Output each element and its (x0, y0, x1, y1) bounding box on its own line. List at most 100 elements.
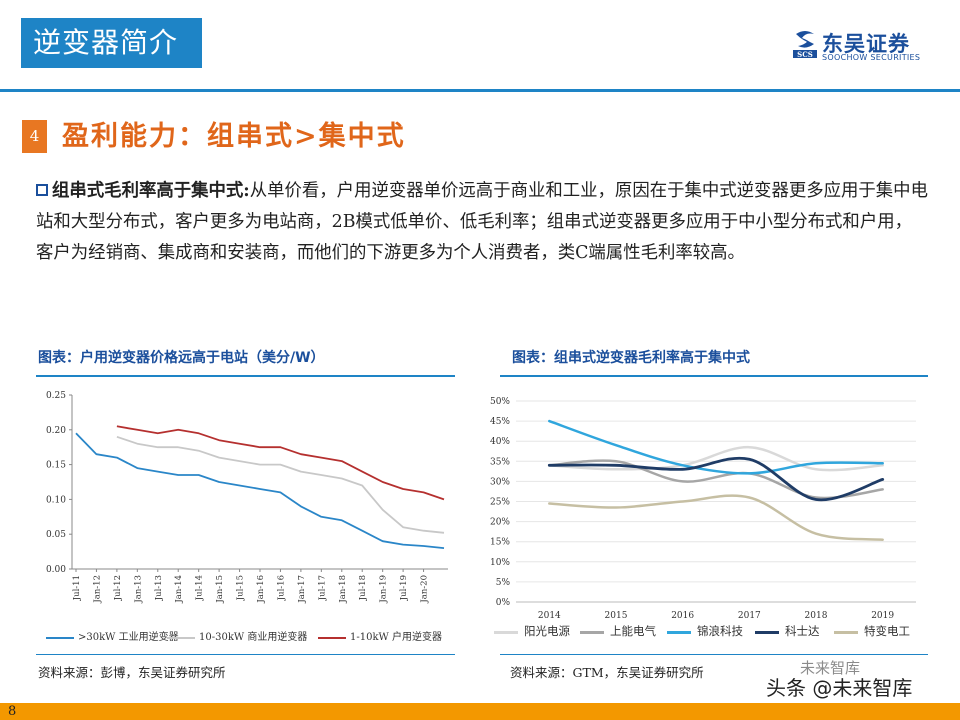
chart2-x-tick-label: 2016 (671, 611, 694, 621)
soochow-logo-icon: SCS (793, 31, 817, 59)
chart2-legend-item-5: 特变电工 (834, 623, 910, 639)
chart1-x-tick-label: Jan-16 (256, 575, 266, 604)
legend-swatch (667, 630, 691, 634)
chart2-series-line-1 (548, 445, 884, 472)
legend-swatch (46, 636, 74, 639)
chart2-y-tick-label: 25% (490, 498, 510, 508)
section-number: 4 (22, 120, 47, 153)
chart2-y-tick-label: 0% (496, 598, 511, 608)
legend-label: 1-10kW 户用逆变器 (350, 632, 442, 643)
chart1-x-tick-label: Jan-13 (133, 575, 143, 604)
legend-swatch (580, 630, 604, 634)
chart1-x-tick-label: Jul-19 (399, 575, 409, 601)
logo-text-cn: 东吴证券 (822, 32, 910, 56)
chart2-legend-item-1: 阳光电源 (494, 623, 570, 639)
chart1-x-tick-label: Jan-12 (92, 575, 102, 604)
legend-label: 科士达 (785, 624, 820, 638)
chart2-series-line-5 (548, 494, 884, 541)
chart1-series-line-2 (116, 435, 445, 534)
watermark-text: 头条 @未来智库 (766, 676, 913, 700)
chart2-series-line-2 (548, 459, 884, 500)
chart1-x-tick-label: Jan-20 (420, 575, 430, 604)
chart2-y-tick-label: 5% (496, 578, 511, 588)
chart1-x-tick-label: Jul-13 (154, 575, 164, 601)
chart1-series-line-1 (75, 432, 445, 549)
chart2-y-tick-label: 40% (490, 437, 510, 447)
chart1-x-tick-label: Jul-17 (317, 575, 327, 601)
chart1-x-tick-label: Jul-18 (358, 575, 368, 601)
legend-label: 锦浪科技 (697, 624, 743, 638)
chart1-x-tick-label: Jul-15 (236, 575, 246, 601)
chart1-x-tick-label: Jan-15 (215, 575, 225, 604)
chart2-y-tick-label: 35% (490, 457, 510, 467)
chart1-x-tick-label: Jul-12 (113, 575, 123, 601)
chart1-series-line-3 (116, 425, 445, 501)
chart1-heading: 图表：户用逆变器价格远高于电站（美分/W） (38, 350, 325, 366)
chart1-bottom-rule (36, 654, 455, 655)
chart1-x-tick-label: Jul-14 (195, 575, 205, 601)
chart2-legend-item-3: 锦浪科技 (667, 623, 743, 639)
legend-swatch (834, 630, 858, 634)
body-paragraph: 组串式毛利率高于集中式:从单价看，户用逆变器单价远高于商业和工业，原因在于集中式… (36, 176, 928, 269)
chart2-y-tick-label: 30% (490, 477, 510, 487)
chart2-x-tick-label: 2017 (738, 611, 761, 621)
body-lead: 组串式毛利率高于集中式: (52, 181, 250, 201)
page-number: 8 (8, 704, 17, 719)
chart1-top-rule (36, 375, 455, 377)
chart1-y-tick-label: 0.10 (46, 495, 66, 505)
chart2-x-tick-label: 2018 (805, 611, 828, 621)
footer-bar (0, 703, 960, 720)
header-divider (0, 89, 960, 92)
chart2-y-tick-label: 10% (490, 558, 510, 568)
chart2-legend-item-4: 科士达 (755, 623, 820, 639)
chart2-source: 资料来源：GTM，东吴证券研究所 (510, 665, 704, 680)
chart2-legend-item-2: 上能电气 (580, 623, 656, 639)
chart1-x-tick-label: Jan-17 (297, 575, 307, 604)
chart1-y-tick-label: 0.00 (46, 565, 66, 575)
chart1-x-tick-label: Jan-14 (174, 575, 184, 604)
legend-label: 上能电气 (610, 624, 656, 638)
chart2-margin-chart: 50% 45% 40% 35% 30% 25% 20% 15% 10% 5% 0% 2014 2015 2… (490, 397, 916, 621)
chart1-x-tick-label: Jan-18 (338, 575, 348, 604)
logo-text-en: SOOCHOW SECURITIES (822, 53, 921, 62)
chart1-x-tick-label: Jul-16 (276, 575, 286, 601)
chart2-series-line-3 (548, 419, 884, 475)
chart1-source: 资料来源：彭博，东吴证券研究所 (38, 665, 226, 680)
chart1-y-tick-label: 0.15 (46, 461, 66, 471)
chart1-y-tick-label: 0.25 (46, 391, 66, 401)
chart1-legend-item-1: >30kW 工业用逆变器 (46, 628, 179, 643)
chart1-y-tick-label: 0.05 (46, 530, 66, 540)
chart2-heading: 图表：组串式逆变器毛利率高于集中式 (512, 350, 750, 366)
chart2-bottom-rule (500, 654, 928, 655)
chart2-y-tick-label: 15% (490, 538, 510, 548)
chart1-legend-item-3: 1-10kW 户用逆变器 (318, 628, 442, 643)
legend-swatch (167, 636, 195, 639)
legend-swatch (318, 636, 346, 639)
legend-label: 阳光电源 (524, 624, 570, 638)
chart2-x-tick-label: 2019 (871, 611, 894, 621)
watermark-background: 未来智库 (800, 659, 861, 677)
body-text: 从单价看，户用逆变器单价远高于商业和工业，原因在于集中式逆变器更多应用于集中电站… (36, 181, 928, 263)
chart2-x-tick-label: 2015 (605, 611, 628, 621)
chart1-y-tick-label: 0.20 (46, 426, 66, 436)
chart2-series-line-4 (547, 456, 885, 502)
company-logo: SCS 东吴证券 SOOCHOW SECURITIES (792, 26, 942, 66)
chart1-x-tick-label: Jan-19 (379, 575, 389, 604)
legend-label: 特变电工 (864, 624, 910, 638)
chart2-y-tick-label: 50% (490, 397, 510, 407)
chart2-x-tick-label: 2014 (538, 611, 561, 621)
square-bullet-icon (36, 184, 48, 196)
chart1-x-tick-label: Jul-11 (72, 575, 82, 601)
chart2-y-tick-label: 20% (490, 518, 510, 528)
chart1-legend-item-2: 10-30kW 商业用逆变器 (167, 628, 307, 643)
legend-label: >30kW 工业用逆变器 (78, 632, 179, 643)
legend-label: 10-30kW 商业用逆变器 (199, 632, 308, 643)
legend-swatch (755, 630, 779, 634)
section-title: 盈利能力：组串式>集中式 (62, 121, 406, 152)
legend-swatch (494, 630, 518, 634)
chart1-price-chart: 0.25 0.20 0.15 0.10 0.05 0.00 Jul-11 Jan-12 Jul-… (46, 391, 448, 604)
chart2-y-tick-label: 45% (490, 417, 510, 427)
page-title: 逆变器简介 (21, 18, 202, 68)
chart2-top-rule (500, 375, 928, 377)
logo-mark-text: SCS (797, 50, 813, 59)
